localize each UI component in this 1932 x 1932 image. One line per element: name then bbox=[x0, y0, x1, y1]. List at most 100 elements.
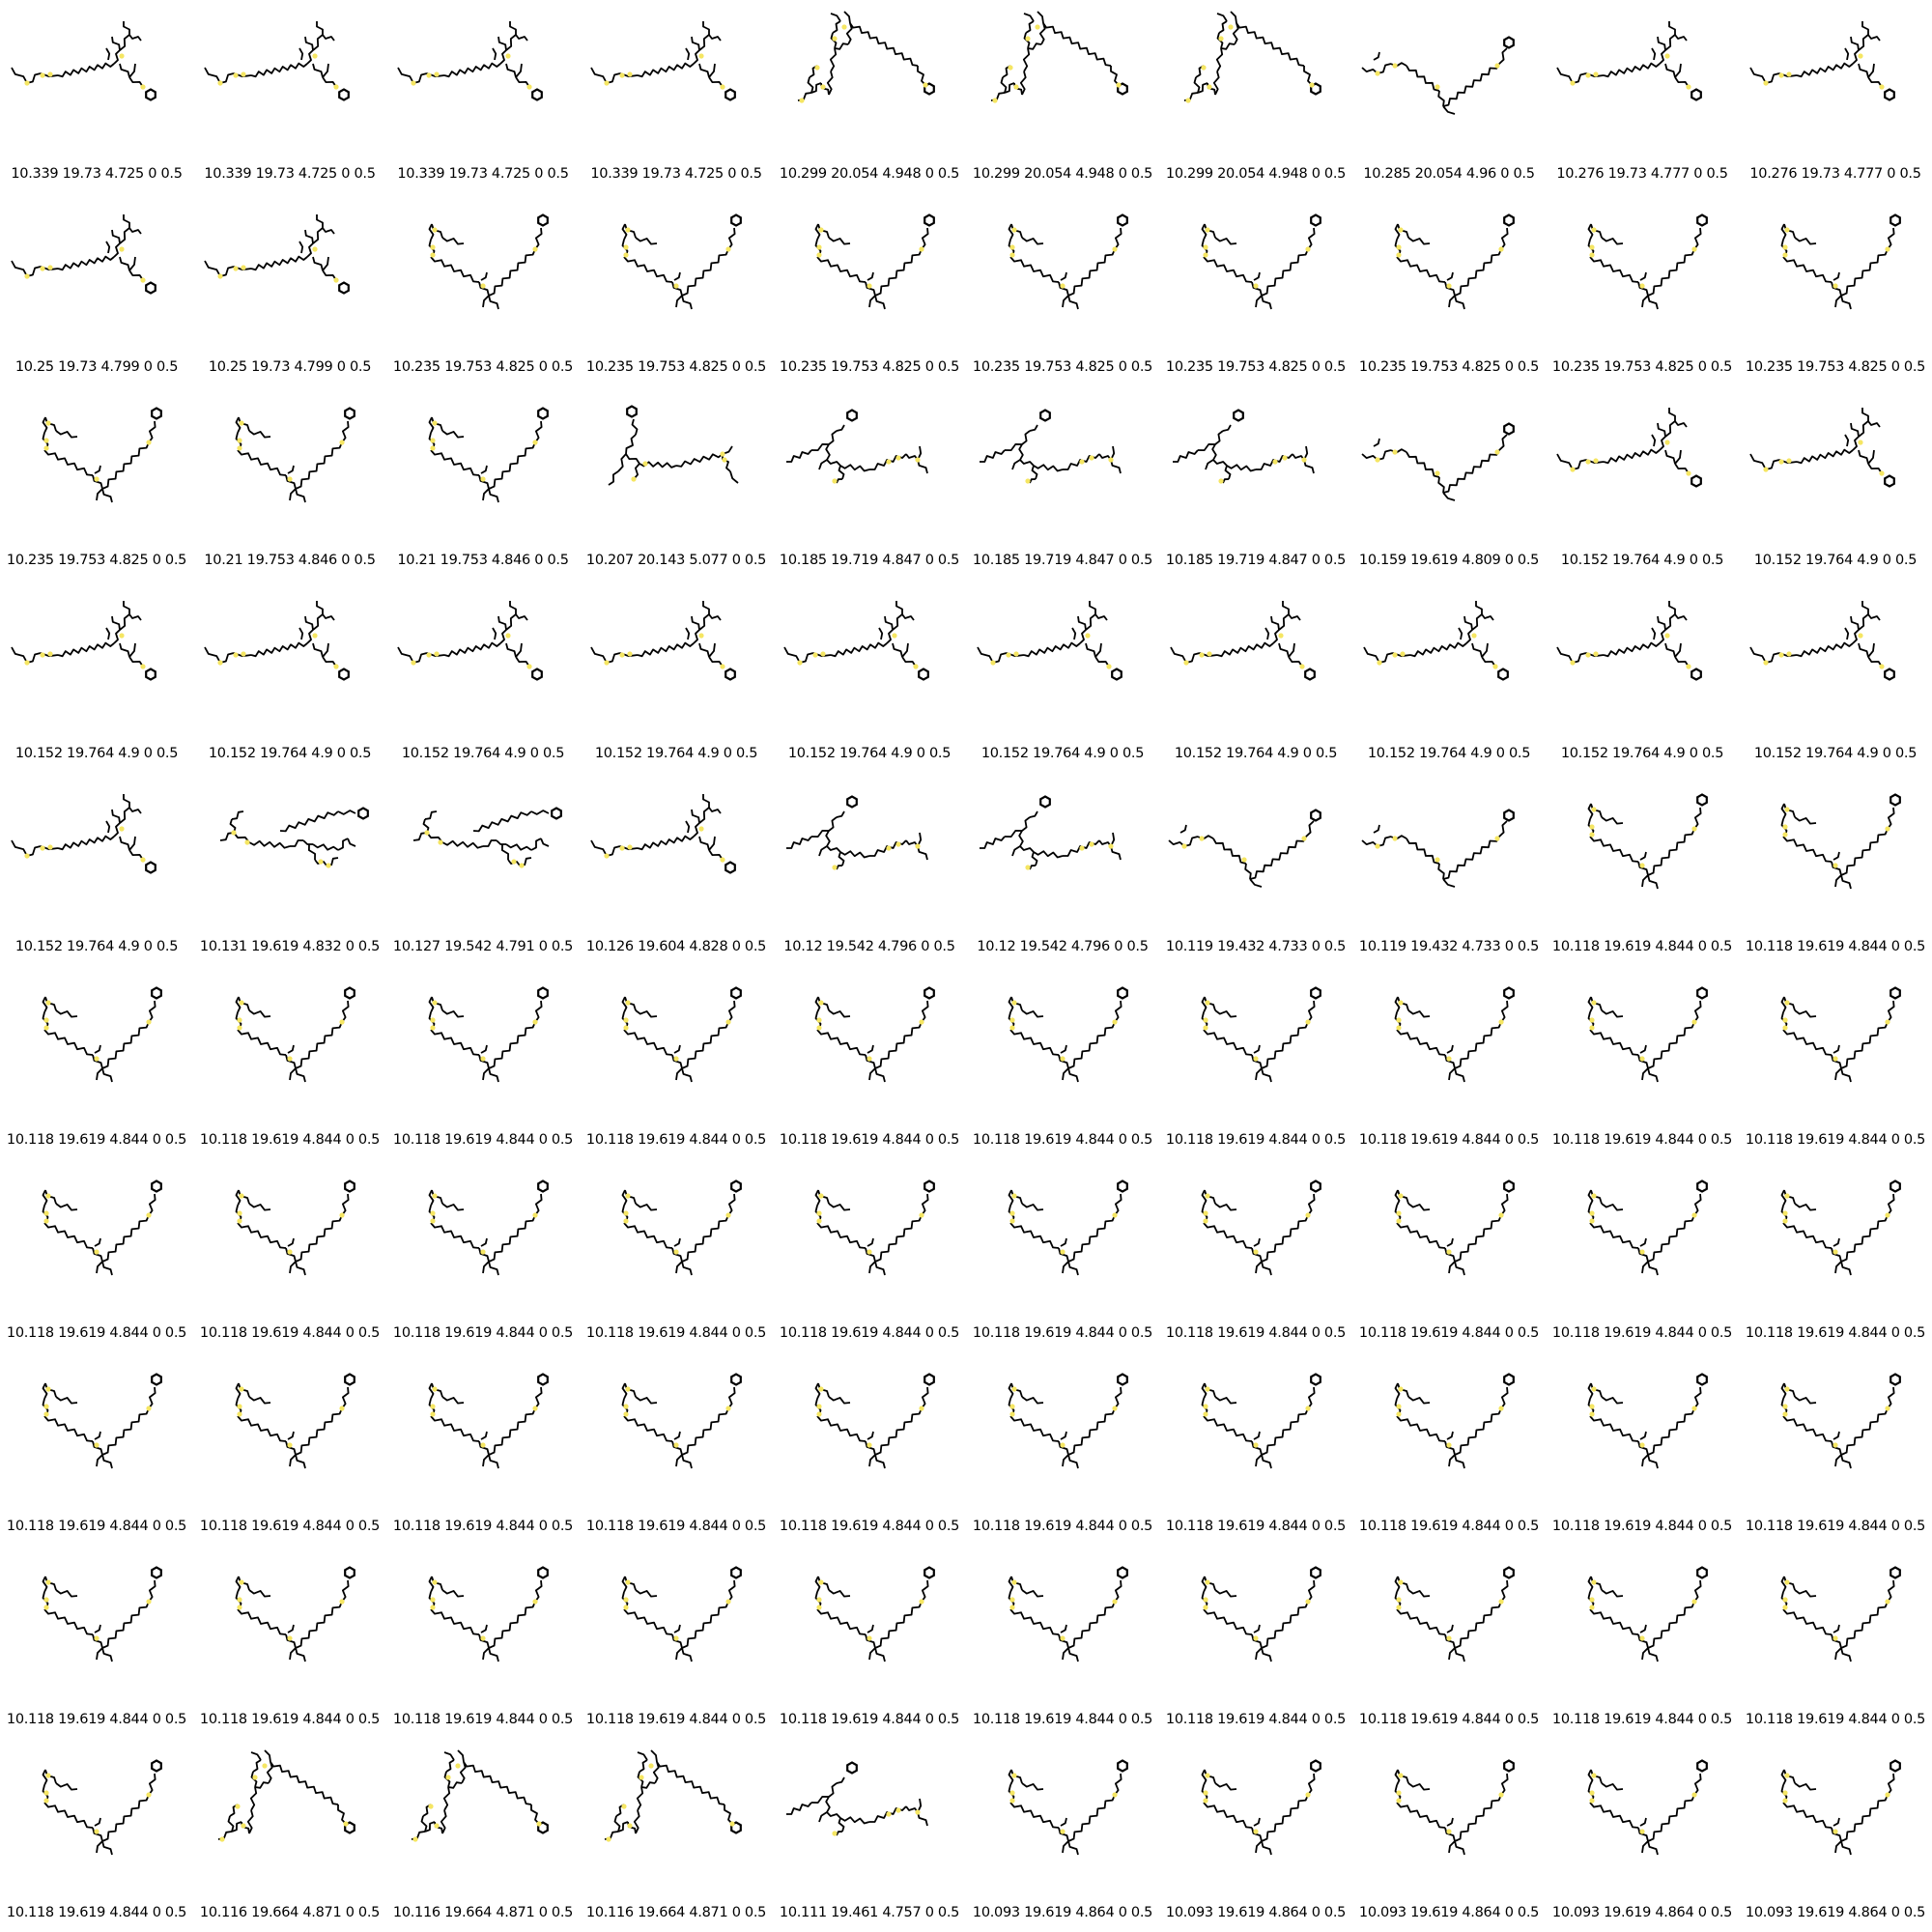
bond-chain bbox=[1114, 1386, 1122, 1409]
aromatic-ring bbox=[1117, 1373, 1128, 1386]
grid-cell: 10.118 19.619 4.844 0 0.5 bbox=[966, 1159, 1159, 1352]
heteroatom-highlight bbox=[1396, 1411, 1402, 1417]
heteroatom-highlight bbox=[1199, 836, 1205, 841]
heteroatom-highlight bbox=[428, 1804, 434, 1809]
bond-chain bbox=[1251, 281, 1263, 297]
bond-chain bbox=[1693, 807, 1702, 830]
bond-chain bbox=[55, 1589, 78, 1598]
bond-chain bbox=[94, 465, 101, 474]
heteroatom-highlight bbox=[45, 420, 51, 426]
bond-chain bbox=[1589, 1222, 1639, 1249]
bond-chain bbox=[488, 1601, 536, 1649]
heteroatom-highlight bbox=[1591, 1000, 1597, 1006]
bond-chain bbox=[1498, 434, 1508, 451]
aromatic-ring bbox=[730, 213, 742, 227]
bond-chain bbox=[1448, 295, 1456, 308]
heteroatom-highlight bbox=[430, 1025, 436, 1031]
bond-chain bbox=[675, 295, 683, 308]
bond-chain bbox=[322, 656, 337, 668]
heteroatom-highlight bbox=[1763, 80, 1769, 86]
bond-chain bbox=[295, 1601, 343, 1649]
molecule-caption: 10.118 19.619 4.844 0 0.5 bbox=[199, 1132, 381, 1148]
bond-chain bbox=[830, 641, 888, 658]
bond-chain bbox=[834, 43, 849, 50]
bond-chain bbox=[1214, 430, 1224, 445]
bond-chain bbox=[1010, 1189, 1023, 1205]
heteroatom-highlight bbox=[1782, 824, 1788, 830]
heteroatom-highlight bbox=[1639, 283, 1645, 289]
bond-chain bbox=[1641, 295, 1649, 308]
bond-chain bbox=[1067, 248, 1116, 297]
grid-cell: 10.235 19.753 4.825 0 0.5 bbox=[773, 193, 966, 386]
bond-chain bbox=[316, 214, 324, 228]
grid-cell: 10.299 20.054 4.948 0 0.5 bbox=[1159, 0, 1352, 193]
bond-chain bbox=[673, 1044, 681, 1054]
heteroatom-highlight bbox=[1446, 1056, 1452, 1062]
bond-chain bbox=[1062, 1647, 1069, 1661]
bond-chain bbox=[287, 1624, 295, 1634]
heteroatom-highlight bbox=[1589, 1411, 1595, 1417]
bond-chain bbox=[814, 1576, 821, 1593]
aromatic-ring bbox=[338, 668, 350, 681]
bond-chain bbox=[250, 255, 308, 271]
heteroatom-highlight bbox=[915, 1809, 921, 1815]
bond-chain bbox=[322, 270, 337, 281]
bond-chain bbox=[430, 256, 480, 283]
bond-chain bbox=[44, 1769, 57, 1784]
heteroatom-highlight bbox=[1786, 458, 1792, 464]
heteroatom-highlight bbox=[892, 633, 897, 639]
bond-chain bbox=[637, 835, 695, 851]
bond-chain bbox=[1659, 629, 1666, 644]
heteroatom-highlight bbox=[1498, 246, 1504, 252]
bond-chain bbox=[472, 810, 532, 833]
bond-chain bbox=[1203, 1029, 1253, 1056]
bond-chain bbox=[1212, 71, 1220, 96]
bond-chain bbox=[478, 1247, 490, 1263]
heteroatom-highlight bbox=[841, 24, 847, 30]
bond-chain bbox=[1019, 845, 1035, 853]
heteroatom-highlight bbox=[1858, 53, 1863, 59]
bond-chain bbox=[1010, 1576, 1023, 1591]
bond-chain bbox=[123, 214, 130, 228]
bond-chain bbox=[1641, 1840, 1649, 1854]
bond-chain bbox=[1647, 1021, 1695, 1069]
bond-chain bbox=[412, 72, 428, 84]
heteroatom-highlight bbox=[1784, 1193, 1790, 1199]
bond-chain bbox=[1446, 1624, 1454, 1634]
bond-chain bbox=[1867, 449, 1875, 465]
molecule-caption: 10.118 19.619 4.844 0 0.5 bbox=[1358, 1712, 1540, 1727]
bond-chain bbox=[534, 1386, 543, 1409]
bond-chain bbox=[1637, 1634, 1649, 1649]
bond-chain bbox=[1834, 874, 1842, 888]
bond-chain bbox=[1394, 1576, 1401, 1593]
bond-chain bbox=[1067, 1021, 1116, 1069]
heteroatom-highlight bbox=[623, 1017, 629, 1023]
heteroatom-highlight bbox=[237, 445, 242, 451]
heteroatom-highlight bbox=[1446, 283, 1452, 289]
bond-chain bbox=[640, 1781, 656, 1789]
aromatic-ring bbox=[1310, 1179, 1321, 1193]
heteroatom-highlight bbox=[1009, 252, 1015, 258]
bond-chain bbox=[685, 820, 691, 834]
bond-chain bbox=[691, 615, 700, 631]
bond-chain bbox=[1647, 874, 1659, 890]
heteroatom-highlight bbox=[511, 859, 517, 865]
bond-chain bbox=[650, 1749, 658, 1763]
molecule-caption: 10.152 19.764 4.9 0 0.5 bbox=[1174, 746, 1338, 761]
heteroatom-highlight bbox=[339, 1019, 345, 1025]
bond-chain bbox=[1446, 1237, 1454, 1247]
bond-chain bbox=[1590, 223, 1603, 239]
bond-chain bbox=[128, 63, 136, 78]
heteroatom-highlight bbox=[1494, 63, 1500, 69]
bond-chain bbox=[992, 652, 1008, 664]
heteroatom-highlight bbox=[237, 1597, 242, 1603]
aromatic-ring bbox=[1690, 88, 1702, 101]
grid-cell: 10.118 19.619 4.844 0 0.5 bbox=[0, 1546, 193, 1739]
heteroatom-highlight bbox=[623, 1404, 629, 1409]
bond-chain bbox=[1780, 1576, 1787, 1593]
molecule-structure bbox=[235, 407, 355, 503]
bond-chain bbox=[826, 71, 834, 96]
bond-chain bbox=[1253, 1237, 1261, 1247]
heteroatom-highlight bbox=[1203, 1411, 1208, 1417]
molecule-caption: 10.118 19.619 4.844 0 0.5 bbox=[1551, 1519, 1733, 1534]
